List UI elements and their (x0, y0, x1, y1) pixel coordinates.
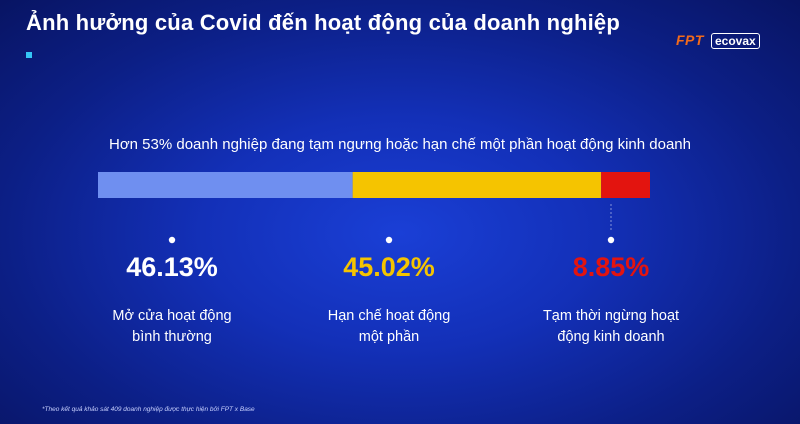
value-label-2: 45.02% (343, 252, 435, 282)
bar-segment-1 (98, 172, 353, 198)
value-label-3: 8.85% (572, 252, 650, 282)
logo-product: ecovax (711, 33, 760, 49)
category-label-2: Hạn chế hoạt động một phần (299, 306, 479, 348)
footnote: *Theo kết quả khảo sát 409 doanh nghiệp … (42, 406, 255, 413)
chart-title: Hơn 53% doanh nghiệp đang tạm ngưng hoặc… (109, 136, 691, 153)
category-label-line: Mở cửa hoạt động (112, 308, 232, 324)
marker-dot-3 (607, 236, 615, 244)
bar-segment-2 (352, 172, 602, 198)
category-label-line: bình thường (132, 329, 212, 345)
marker-dot-1 (168, 236, 176, 244)
logo-brand: FPT (676, 32, 704, 48)
value-label-1: 46.13% (126, 252, 218, 282)
accent-square (26, 52, 32, 58)
category-label-line: Hạn chế hoạt động (327, 308, 451, 324)
category-label-3: Tạm thời ngừng hoạt động kinh doanh (521, 306, 701, 348)
category-label-line: một phần (358, 329, 420, 345)
fpt-ecovax-logo: FPT ecovax (676, 32, 776, 62)
bar-segment-3 (601, 172, 650, 198)
page-title: Ảnh hưởng của Covid đến hoạt động của do… (26, 10, 620, 35)
category-label-1: Mở cửa hoạt động bình thường (82, 306, 262, 348)
marker-dot-2 (385, 236, 393, 244)
category-label-line: động kinh doanh (557, 329, 665, 345)
category-label-line: Tạm thời ngừng hoạt (542, 308, 680, 324)
